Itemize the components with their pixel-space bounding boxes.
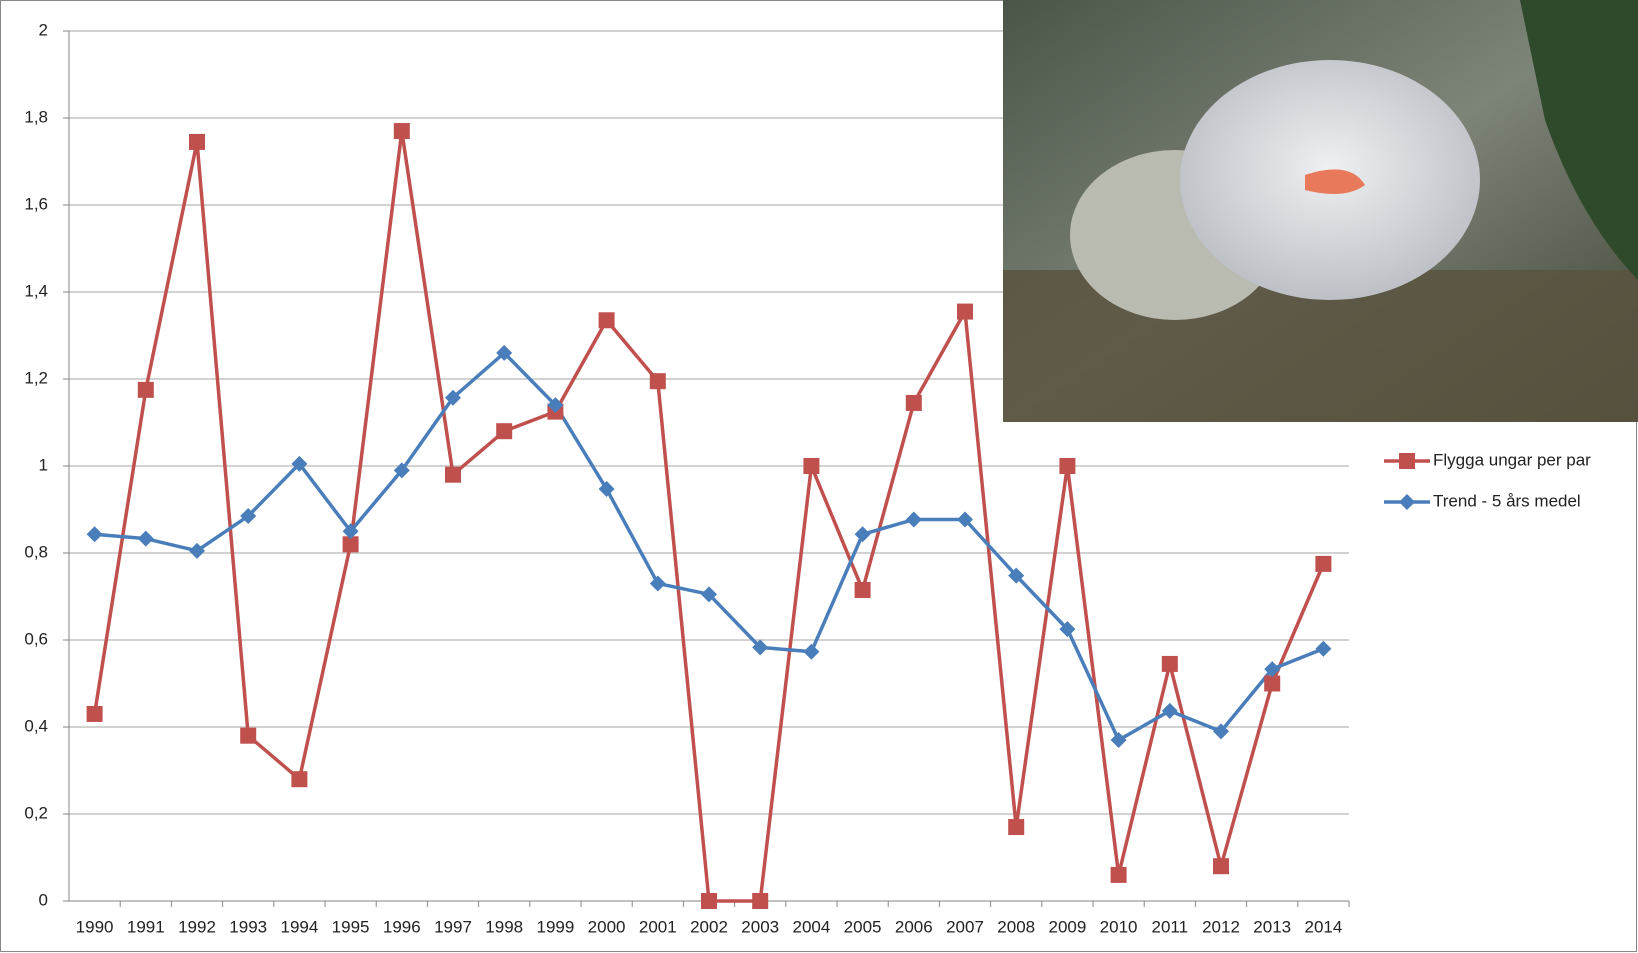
x-tick-label: 2006 — [895, 917, 933, 936]
y-tick-label: 0 — [39, 890, 48, 909]
marker — [1162, 656, 1178, 672]
x-tick-label: 2002 — [690, 917, 728, 936]
x-tick-label: 1994 — [280, 917, 318, 936]
marker — [1213, 858, 1229, 874]
y-tick-label: 0,2 — [24, 803, 48, 822]
x-tick-label: 1998 — [485, 917, 523, 936]
y-tick-label: 1,8 — [24, 107, 48, 126]
x-tick-label: 2004 — [792, 917, 830, 936]
x-tick-label: 2001 — [639, 917, 677, 936]
x-tick-label: 2014 — [1304, 917, 1342, 936]
x-tick-label: 2010 — [1100, 917, 1138, 936]
x-tick-label: 1996 — [383, 917, 421, 936]
x-tick-label: 2005 — [844, 917, 882, 936]
x-tick-label: 1995 — [332, 917, 370, 936]
x-tick-label: 2000 — [588, 917, 626, 936]
marker — [445, 467, 461, 483]
y-tick-label: 2 — [39, 20, 48, 39]
marker — [291, 771, 307, 787]
photo — [1003, 0, 1638, 422]
legend-label: Trend - 5 års medel — [1433, 491, 1581, 510]
x-tick-label: 2008 — [997, 917, 1035, 936]
marker — [599, 312, 615, 328]
marker — [496, 423, 512, 439]
x-tick-label: 1999 — [536, 917, 574, 936]
marker — [189, 134, 205, 150]
x-tick-label: 2013 — [1253, 917, 1291, 936]
x-tick-label: 2003 — [741, 917, 779, 936]
x-tick-label: 1997 — [434, 917, 472, 936]
marker — [957, 304, 973, 320]
y-tick-label: 0,6 — [24, 629, 48, 648]
x-tick-label: 2012 — [1202, 917, 1240, 936]
marker — [803, 458, 819, 474]
marker — [1059, 458, 1075, 474]
x-tick-label: 2007 — [946, 917, 984, 936]
y-tick-label: 1,4 — [24, 281, 48, 300]
x-tick-label: 2011 — [1152, 917, 1189, 936]
marker — [855, 582, 871, 598]
x-tick-label: 1992 — [178, 917, 216, 936]
marker — [1111, 867, 1127, 883]
marker — [752, 893, 768, 909]
marker — [1008, 819, 1024, 835]
x-tick-label: 1991 — [127, 917, 165, 936]
marker — [1315, 556, 1331, 572]
marker — [240, 728, 256, 744]
x-tick-label: 1993 — [229, 917, 267, 936]
marker — [138, 382, 154, 398]
y-tick-label: 0,8 — [24, 542, 48, 561]
y-tick-label: 1 — [39, 455, 48, 474]
legend-label: Flygga ungar per par — [1433, 450, 1591, 469]
marker — [1264, 676, 1280, 692]
marker — [906, 395, 922, 411]
marker — [87, 706, 103, 722]
marker — [650, 373, 666, 389]
y-tick-label: 1,2 — [24, 368, 48, 387]
chart: 0 0,2 0,4 0,6 0,8 1 1,2 1,4 1,6 1,8 2 1990 1991 1992 1… — [0, 0, 1638, 953]
marker — [394, 123, 410, 139]
y-tick-label: 1,6 — [24, 194, 48, 213]
page: {"chart_data": {"type": "line", "categor… — [0, 0, 1638, 953]
marker — [1399, 453, 1415, 469]
x-tick-label: 1990 — [76, 917, 114, 936]
marker — [701, 893, 717, 909]
x-tick-label: 2009 — [1048, 917, 1086, 936]
y-tick-label: 0,4 — [24, 716, 48, 735]
